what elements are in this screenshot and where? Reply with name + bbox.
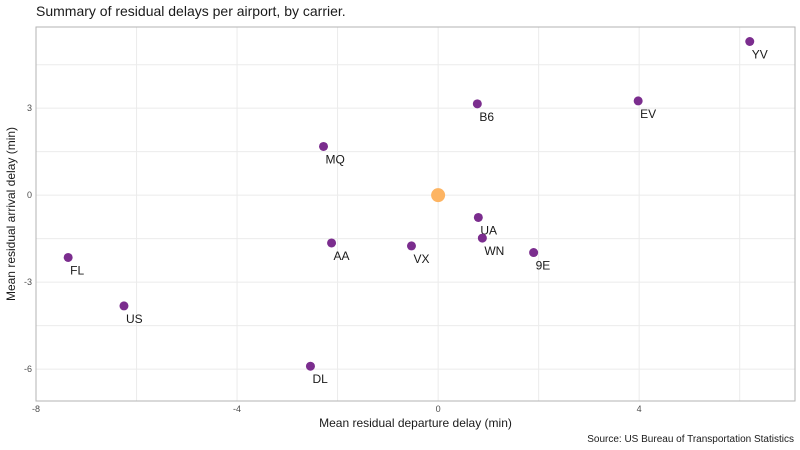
data-point-us xyxy=(119,301,129,311)
point-label-wn: WN xyxy=(484,244,504,258)
data-point-9e xyxy=(529,248,539,258)
point-label-fl: FL xyxy=(70,263,84,277)
point-label-dl: DL xyxy=(312,372,328,386)
y-tick-label: 3 xyxy=(27,103,32,113)
point-label-yv: YV xyxy=(752,47,768,61)
x-tick-label: -8 xyxy=(32,404,40,414)
origin-highlight-point xyxy=(431,188,446,203)
data-point-b6 xyxy=(472,99,482,109)
x-axis-label: Mean residual departure delay (min) xyxy=(319,416,512,430)
data-point-vx xyxy=(406,241,416,251)
point-label-aa: AA xyxy=(334,249,350,263)
point-label-b6: B6 xyxy=(479,110,494,124)
x-tick-label: 4 xyxy=(637,404,642,414)
data-point-ua xyxy=(473,212,483,222)
chart-title: Summary of residual delays per airport, … xyxy=(36,3,346,19)
source-caption: Source: US Bureau of Transportation Stat… xyxy=(587,434,794,445)
data-point-wn xyxy=(477,233,487,243)
axis-ticks: -8 -4 0 4 -6 -3 0 3 xyxy=(24,103,642,414)
y-tick-label: -6 xyxy=(24,364,32,374)
y-tick-label: 0 xyxy=(27,190,32,200)
point-label-ev: EV xyxy=(640,107,656,121)
point-label-mq: MQ xyxy=(326,152,345,166)
data-point-mq xyxy=(319,141,329,151)
grid xyxy=(35,27,795,401)
data-point-yv xyxy=(745,36,755,46)
data-point-fl xyxy=(63,252,73,262)
y-tick-label: -3 xyxy=(24,277,32,287)
data-points: YV B6 EV MQ UA WN 9E AA VX FL US DL xyxy=(63,36,768,386)
x-tick-label: 0 xyxy=(436,404,441,414)
y-axis-label: Mean residual arrival delay (min) xyxy=(4,127,18,301)
point-label-us: US xyxy=(126,312,143,326)
data-point-ev xyxy=(633,96,643,106)
point-label-ua: UA xyxy=(480,223,497,237)
data-point-dl xyxy=(305,361,315,371)
plot-panel-border xyxy=(35,26,796,402)
data-point-aa xyxy=(327,238,337,248)
point-label-vx: VX xyxy=(413,252,429,266)
x-tick-label: -4 xyxy=(233,404,241,414)
point-label-9e: 9E xyxy=(536,259,551,273)
